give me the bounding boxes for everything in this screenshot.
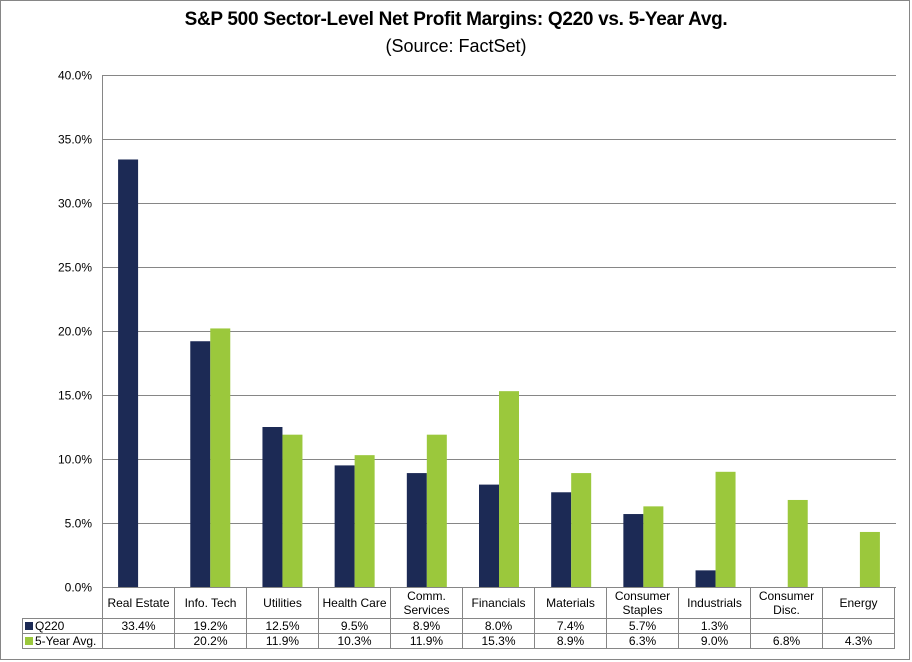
- x-tick-label-line: Staples: [622, 603, 663, 617]
- x-tick-label: Consumer Staples: [606, 587, 679, 619]
- y-tick-label: 30.0%: [58, 197, 92, 211]
- data-label: 7.4%: [534, 618, 607, 634]
- data-label: 6.3%: [606, 633, 679, 649]
- data-table-row: Q220 33.4% 19.2% 12.5% 9.5% 8.9% 8.0% 7.4% 5.7% 1…: [22, 618, 895, 634]
- legend-label: Q220: [35, 619, 65, 633]
- data-label: 8.9%: [390, 618, 463, 634]
- bar-5yr-avg: [499, 391, 519, 587]
- legend-swatch: [25, 622, 33, 630]
- data-table-row: 5-Year Avg. 20.2% 11.9% 10.3% 11.9% 15.3% 8.9%…: [22, 633, 895, 649]
- y-tick-label: 10.0%: [58, 453, 92, 467]
- legend-swatch: [25, 637, 33, 645]
- chart-subtitle: (Source: FactSet): [385, 36, 527, 56]
- bar-5yr-avg: [282, 434, 303, 587]
- data-label: 1.3%: [678, 618, 751, 634]
- bar-5yr-avg: [859, 531, 880, 587]
- bar-q220: [262, 427, 283, 587]
- data-label: 9.0%: [678, 633, 751, 649]
- bar-q220: [551, 492, 572, 587]
- data-label: 5.7%: [606, 618, 679, 634]
- x-tick-label: Materials: [534, 587, 607, 619]
- bar-5yr-avg: [643, 506, 664, 587]
- x-tick-label-line: Industrials: [687, 596, 742, 610]
- data-label: 19.2%: [174, 618, 247, 634]
- x-tick-label-line: Real Estate: [107, 596, 170, 610]
- bar-q220: [695, 570, 716, 587]
- bar-5yr-avg: [354, 455, 375, 587]
- x-tick-label: Health Care: [318, 587, 391, 619]
- x-tick-label-line: Materials: [546, 596, 595, 610]
- bar-q220: [190, 341, 211, 587]
- y-tick-label: 40.0%: [58, 69, 92, 83]
- data-label: 8.0%: [462, 618, 535, 634]
- data-label: 11.9%: [390, 633, 463, 649]
- bar-5yr-avg: [210, 328, 231, 587]
- data-label: [750, 618, 823, 634]
- data-label: 12.5%: [246, 618, 319, 634]
- y-tick-label: 15.0%: [58, 389, 92, 403]
- x-tick-label: Consumer Disc.: [750, 587, 823, 619]
- bar-q220: [334, 465, 355, 587]
- data-label: 33.4%: [102, 618, 175, 634]
- x-tick-label: Info. Tech: [174, 587, 247, 619]
- x-tick-label-line: Comm.: [407, 589, 446, 603]
- bar-5yr-avg: [571, 473, 592, 587]
- bar-q220: [479, 484, 499, 587]
- data-label: 9.5%: [318, 618, 391, 634]
- data-label: 20.2%: [174, 633, 247, 649]
- x-tick-label: Utilities: [246, 587, 319, 619]
- data-label: 11.9%: [246, 633, 319, 649]
- data-label: 6.8%: [750, 633, 823, 649]
- x-tick-label: Real Estate: [102, 587, 175, 619]
- legend-entry: Q220: [22, 618, 103, 634]
- bar-5yr-avg: [787, 499, 808, 587]
- bar-q220: [623, 514, 644, 587]
- chart-title: S&P 500 Sector-Level Net Profit Margins:…: [184, 9, 728, 30]
- x-tick-label: Comm. Services: [390, 587, 463, 619]
- data-label: [822, 618, 895, 634]
- data-table: Real Estate Info. Tech Utilities Health Car…: [22, 587, 895, 649]
- data-label: 15.3%: [462, 633, 535, 649]
- bar-q220: [118, 159, 139, 588]
- bar-q220: [406, 473, 427, 587]
- x-tick-label-line: Financials: [471, 596, 526, 610]
- x-tick-label-line: Consumer: [758, 589, 815, 603]
- x-tick-label-line: Disc.: [773, 603, 800, 617]
- data-label: 10.3%: [318, 633, 391, 649]
- x-tick-label: Financials: [462, 587, 535, 619]
- data-table-corner: [22, 587, 103, 619]
- x-tick-label-line: Consumer: [614, 589, 671, 603]
- x-tick-label-line: Info. Tech: [184, 596, 237, 610]
- x-tick-label: Industrials: [678, 587, 751, 619]
- x-tick-label-line: Utilities: [263, 596, 302, 610]
- x-tick-label-line: Services: [403, 603, 450, 617]
- x-tick-label: Energy: [822, 587, 895, 619]
- data-label: 4.3%: [822, 633, 895, 649]
- legend-label: 5-Year Avg.: [35, 634, 97, 648]
- data-label: [102, 633, 175, 649]
- y-tick-label: 35.0%: [58, 133, 92, 147]
- y-tick-label: 20.0%: [58, 325, 92, 339]
- x-tick-label-line: Energy: [839, 596, 878, 610]
- y-tick-label: 5.0%: [65, 517, 93, 531]
- bar-5yr-avg: [715, 471, 736, 587]
- x-tick-label-line: Health Care: [322, 596, 387, 610]
- bar-5yr-avg: [426, 434, 447, 587]
- data-label: 8.9%: [534, 633, 607, 649]
- legend-entry: 5-Year Avg.: [22, 633, 103, 649]
- y-tick-label: 25.0%: [58, 261, 92, 275]
